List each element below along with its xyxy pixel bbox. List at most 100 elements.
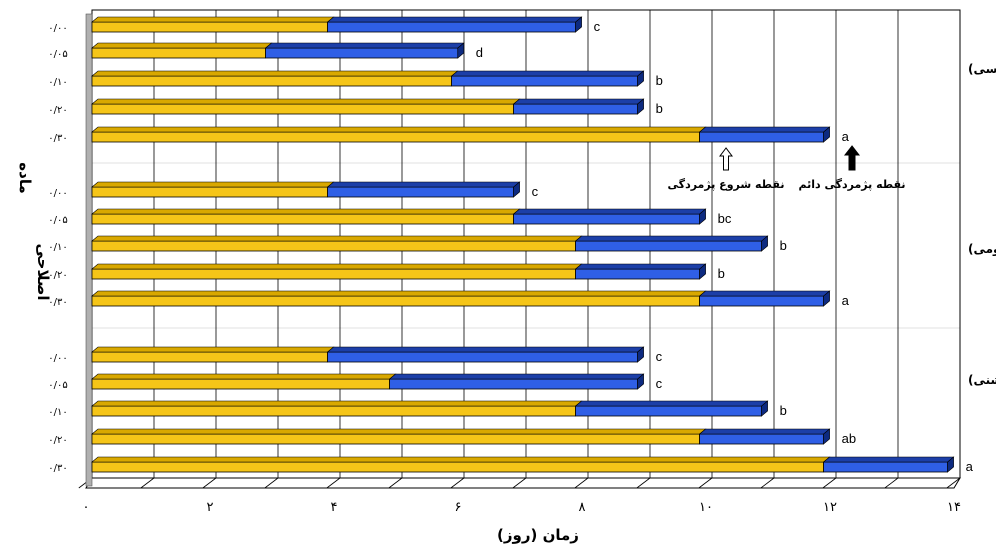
bar-top-wilt-start xyxy=(91,42,273,49)
permanent-wilt-annotation: نقطه پژمردگی دائم xyxy=(798,178,905,191)
bar-row xyxy=(91,456,955,473)
y-tick-label: ۰/۰۵ xyxy=(48,49,67,60)
bar-top-wilt-start xyxy=(91,208,521,215)
axis-wall xyxy=(85,13,93,487)
bar-segment-wilt-start xyxy=(91,461,824,473)
bar-end-face xyxy=(637,98,644,115)
bar-top-permanent-wilt xyxy=(698,290,831,297)
x-tick-label: ۱۲ xyxy=(823,500,837,515)
bar-segment-permanent-wilt xyxy=(327,186,515,198)
bars xyxy=(91,16,955,473)
axis-floor xyxy=(78,477,961,489)
bar-segment-wilt-start xyxy=(91,433,700,445)
bar-row xyxy=(91,428,831,445)
bar-segment-wilt-start xyxy=(91,240,577,252)
y-tick-label: ۰/۲۰ xyxy=(48,270,67,281)
floor-tick xyxy=(264,477,279,489)
bar-end-face xyxy=(637,373,644,390)
y-tick-label: ۰/۰۰ xyxy=(48,188,67,199)
bar-top-wilt-start xyxy=(91,181,335,188)
permanent-wilt-arrow-icon xyxy=(843,145,861,171)
bar-segment-permanent-wilt xyxy=(575,268,700,280)
bar-end-face xyxy=(637,70,644,87)
bar-top-permanent-wilt xyxy=(326,181,521,188)
bar-top-permanent-wilt xyxy=(574,235,769,242)
bar-segment-permanent-wilt xyxy=(699,433,824,445)
floor-tick xyxy=(636,477,651,489)
labels: ۰ ۲ ۴ ۶ ۸ ۱۰ ۱۲ ۱۴ خاک شماره ۱ (رسی) خاک شماره ۲ … xyxy=(48,19,996,515)
bar-top-wilt-start xyxy=(91,400,583,407)
bar-row xyxy=(91,70,645,87)
significance-letter: b xyxy=(718,266,725,281)
bar-segment-wilt-start xyxy=(91,351,329,363)
bar-row xyxy=(91,181,521,198)
bar-segment-wilt-start xyxy=(91,131,700,143)
bar-top-permanent-wilt xyxy=(326,346,645,353)
x-axis-title: زمان (روز) xyxy=(497,526,579,544)
significance-letter: c xyxy=(656,376,663,391)
bar-row xyxy=(91,290,831,307)
bar-top-permanent-wilt xyxy=(450,70,645,77)
bar-end-face xyxy=(761,400,768,417)
bar-segment-wilt-start xyxy=(91,186,329,198)
bar-top-permanent-wilt xyxy=(264,42,465,49)
bar-segment-permanent-wilt xyxy=(265,47,459,59)
bar-row xyxy=(91,126,831,143)
y-tick-label: ۰/۱۰ xyxy=(48,407,67,418)
significance-letter: a xyxy=(842,129,850,144)
significance-letter: a xyxy=(966,459,974,474)
bar-segment-permanent-wilt xyxy=(575,405,762,417)
significance-letter: c xyxy=(594,19,601,34)
bar-end-face xyxy=(575,16,582,33)
x-tick-label: ۱۰ xyxy=(699,500,713,515)
significance-letter: c xyxy=(532,184,539,199)
significance-letter: b xyxy=(780,238,787,253)
group-label: خاک شماره ۲ (لومی) xyxy=(968,242,996,257)
bar-row xyxy=(91,16,583,33)
bar-top-wilt-start xyxy=(91,98,521,105)
bar-segment-permanent-wilt xyxy=(699,295,824,307)
significance-letter: b xyxy=(780,403,787,418)
bar-segment-wilt-start xyxy=(91,75,453,87)
bar-top-wilt-start xyxy=(91,456,831,463)
bar-top-permanent-wilt xyxy=(574,400,769,407)
y-tick-label: ۰/۰۵ xyxy=(48,215,67,226)
bar-top-permanent-wilt xyxy=(512,98,645,105)
x-tick-label: ۰ xyxy=(83,500,90,515)
bar-row xyxy=(91,235,769,252)
bar-end-face xyxy=(823,290,830,307)
bar-top-wilt-start xyxy=(91,126,707,133)
bar-top-wilt-start xyxy=(91,263,583,270)
bar-segment-wilt-start xyxy=(91,21,329,33)
bar-segment-permanent-wilt xyxy=(699,131,824,143)
bar-top-wilt-start xyxy=(91,70,459,77)
y-axis-title-line2: اصلاحی xyxy=(34,243,52,300)
bar-top-permanent-wilt xyxy=(388,373,645,380)
floor-tick xyxy=(140,477,155,489)
bar-row xyxy=(91,400,769,417)
bar-top-permanent-wilt xyxy=(574,263,707,270)
bar-top-wilt-start xyxy=(91,346,335,353)
significance-letter: b xyxy=(656,73,663,88)
significance-letter: bc xyxy=(718,211,732,226)
floor-tick xyxy=(450,477,465,489)
significance-letter: b xyxy=(656,101,663,116)
bar-segment-wilt-start xyxy=(91,47,267,59)
bar-segment-wilt-start xyxy=(91,295,700,307)
bar-row xyxy=(91,208,707,225)
floor-tick xyxy=(822,477,837,489)
bar-segment-permanent-wilt xyxy=(513,103,638,115)
wilt-start-arrow-icon xyxy=(719,147,733,171)
x-tick-label: ۴ xyxy=(331,500,338,515)
bar-row xyxy=(91,373,645,390)
bar-top-wilt-start xyxy=(91,428,707,435)
bar-segment-wilt-start xyxy=(91,268,577,280)
bar-top-wilt-start xyxy=(91,16,335,23)
floor-tick xyxy=(760,477,775,489)
bar-top-permanent-wilt xyxy=(512,208,707,215)
bar-end-face xyxy=(823,428,830,445)
bar-top-wilt-start xyxy=(91,290,707,297)
x-tick-label: ۲ xyxy=(207,500,214,515)
bar-top-wilt-start xyxy=(91,235,583,242)
